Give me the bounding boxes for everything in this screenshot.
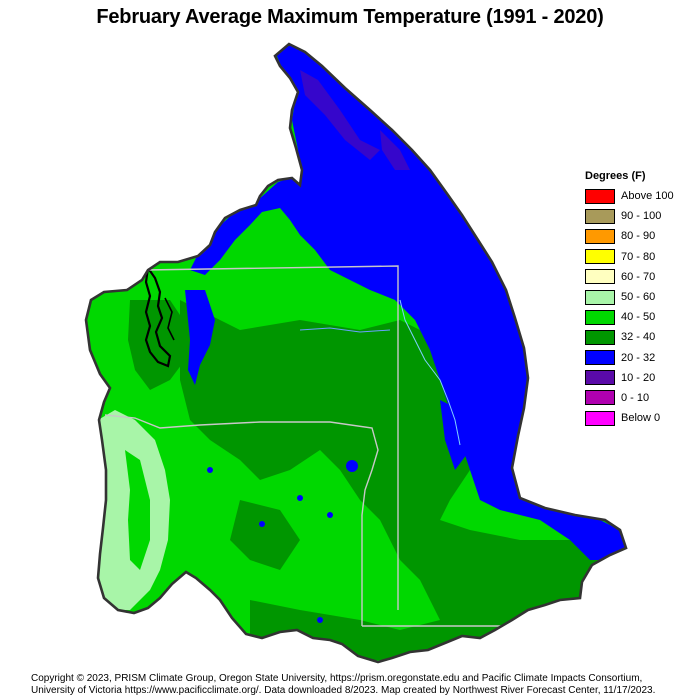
legend-swatch xyxy=(585,309,615,325)
legend-item: 0 - 10 xyxy=(585,388,695,408)
legend-swatch xyxy=(585,188,615,204)
legend-label: 10 - 20 xyxy=(621,371,656,384)
footer-line-1: Copyright © 2023, PRISM Climate Group, O… xyxy=(31,673,643,684)
legend-label: 50 - 60 xyxy=(621,291,656,304)
legend-swatch xyxy=(585,390,615,406)
legend-item: 70 - 80 xyxy=(585,247,695,267)
legend-label: 70 - 80 xyxy=(621,250,656,263)
legend-label: 32 - 40 xyxy=(621,331,656,344)
legend-item: 60 - 70 xyxy=(585,267,695,287)
legend-swatch xyxy=(585,249,615,265)
legend-title: Degrees (F) xyxy=(585,170,646,182)
legend-item: Below 0 xyxy=(585,408,695,428)
legend-item: 40 - 50 xyxy=(585,307,695,327)
legend: Degrees (F) Above 100 90 - 100 80 - 90 70 -… xyxy=(585,170,695,428)
legend-item: 20 - 32 xyxy=(585,348,695,368)
legend-label: 60 - 70 xyxy=(621,270,656,283)
legend-label: Above 100 xyxy=(621,190,674,203)
legend-label: Below 0 xyxy=(621,412,661,425)
legend-swatch xyxy=(585,289,615,305)
legend-item: 32 - 40 xyxy=(585,327,695,347)
legend-label: 90 - 100 xyxy=(621,210,662,223)
legend-swatch xyxy=(585,350,615,366)
legend-item: Above 100 xyxy=(585,186,695,206)
map-title: February Average Maximum Temperature (19… xyxy=(96,6,604,28)
legend-swatch xyxy=(585,269,615,285)
legend-item: 10 - 20 xyxy=(585,368,695,388)
legend-swatch xyxy=(585,329,615,345)
legend-item: 80 - 90 xyxy=(585,226,695,246)
legend-label: 40 - 50 xyxy=(621,311,656,324)
legend-swatch xyxy=(585,208,615,224)
footer-line-2: University of Victoria https://www.pacif… xyxy=(31,685,656,696)
legend-item: 50 - 60 xyxy=(585,287,695,307)
footer-credits: Copyright © 2023, PRISM Climate Group, O… xyxy=(31,673,691,697)
legend-label: 20 - 32 xyxy=(621,351,656,364)
legend-item: 90 - 100 xyxy=(585,206,695,226)
legend-swatch xyxy=(585,410,615,426)
legend-label: 80 - 90 xyxy=(621,230,656,243)
legend-swatch xyxy=(585,228,615,244)
legend-label: 0 - 10 xyxy=(621,391,650,404)
legend-rows: Above 100 90 - 100 80 - 90 70 - 80 60 - 70 50… xyxy=(585,186,695,428)
legend-swatch xyxy=(585,370,615,386)
